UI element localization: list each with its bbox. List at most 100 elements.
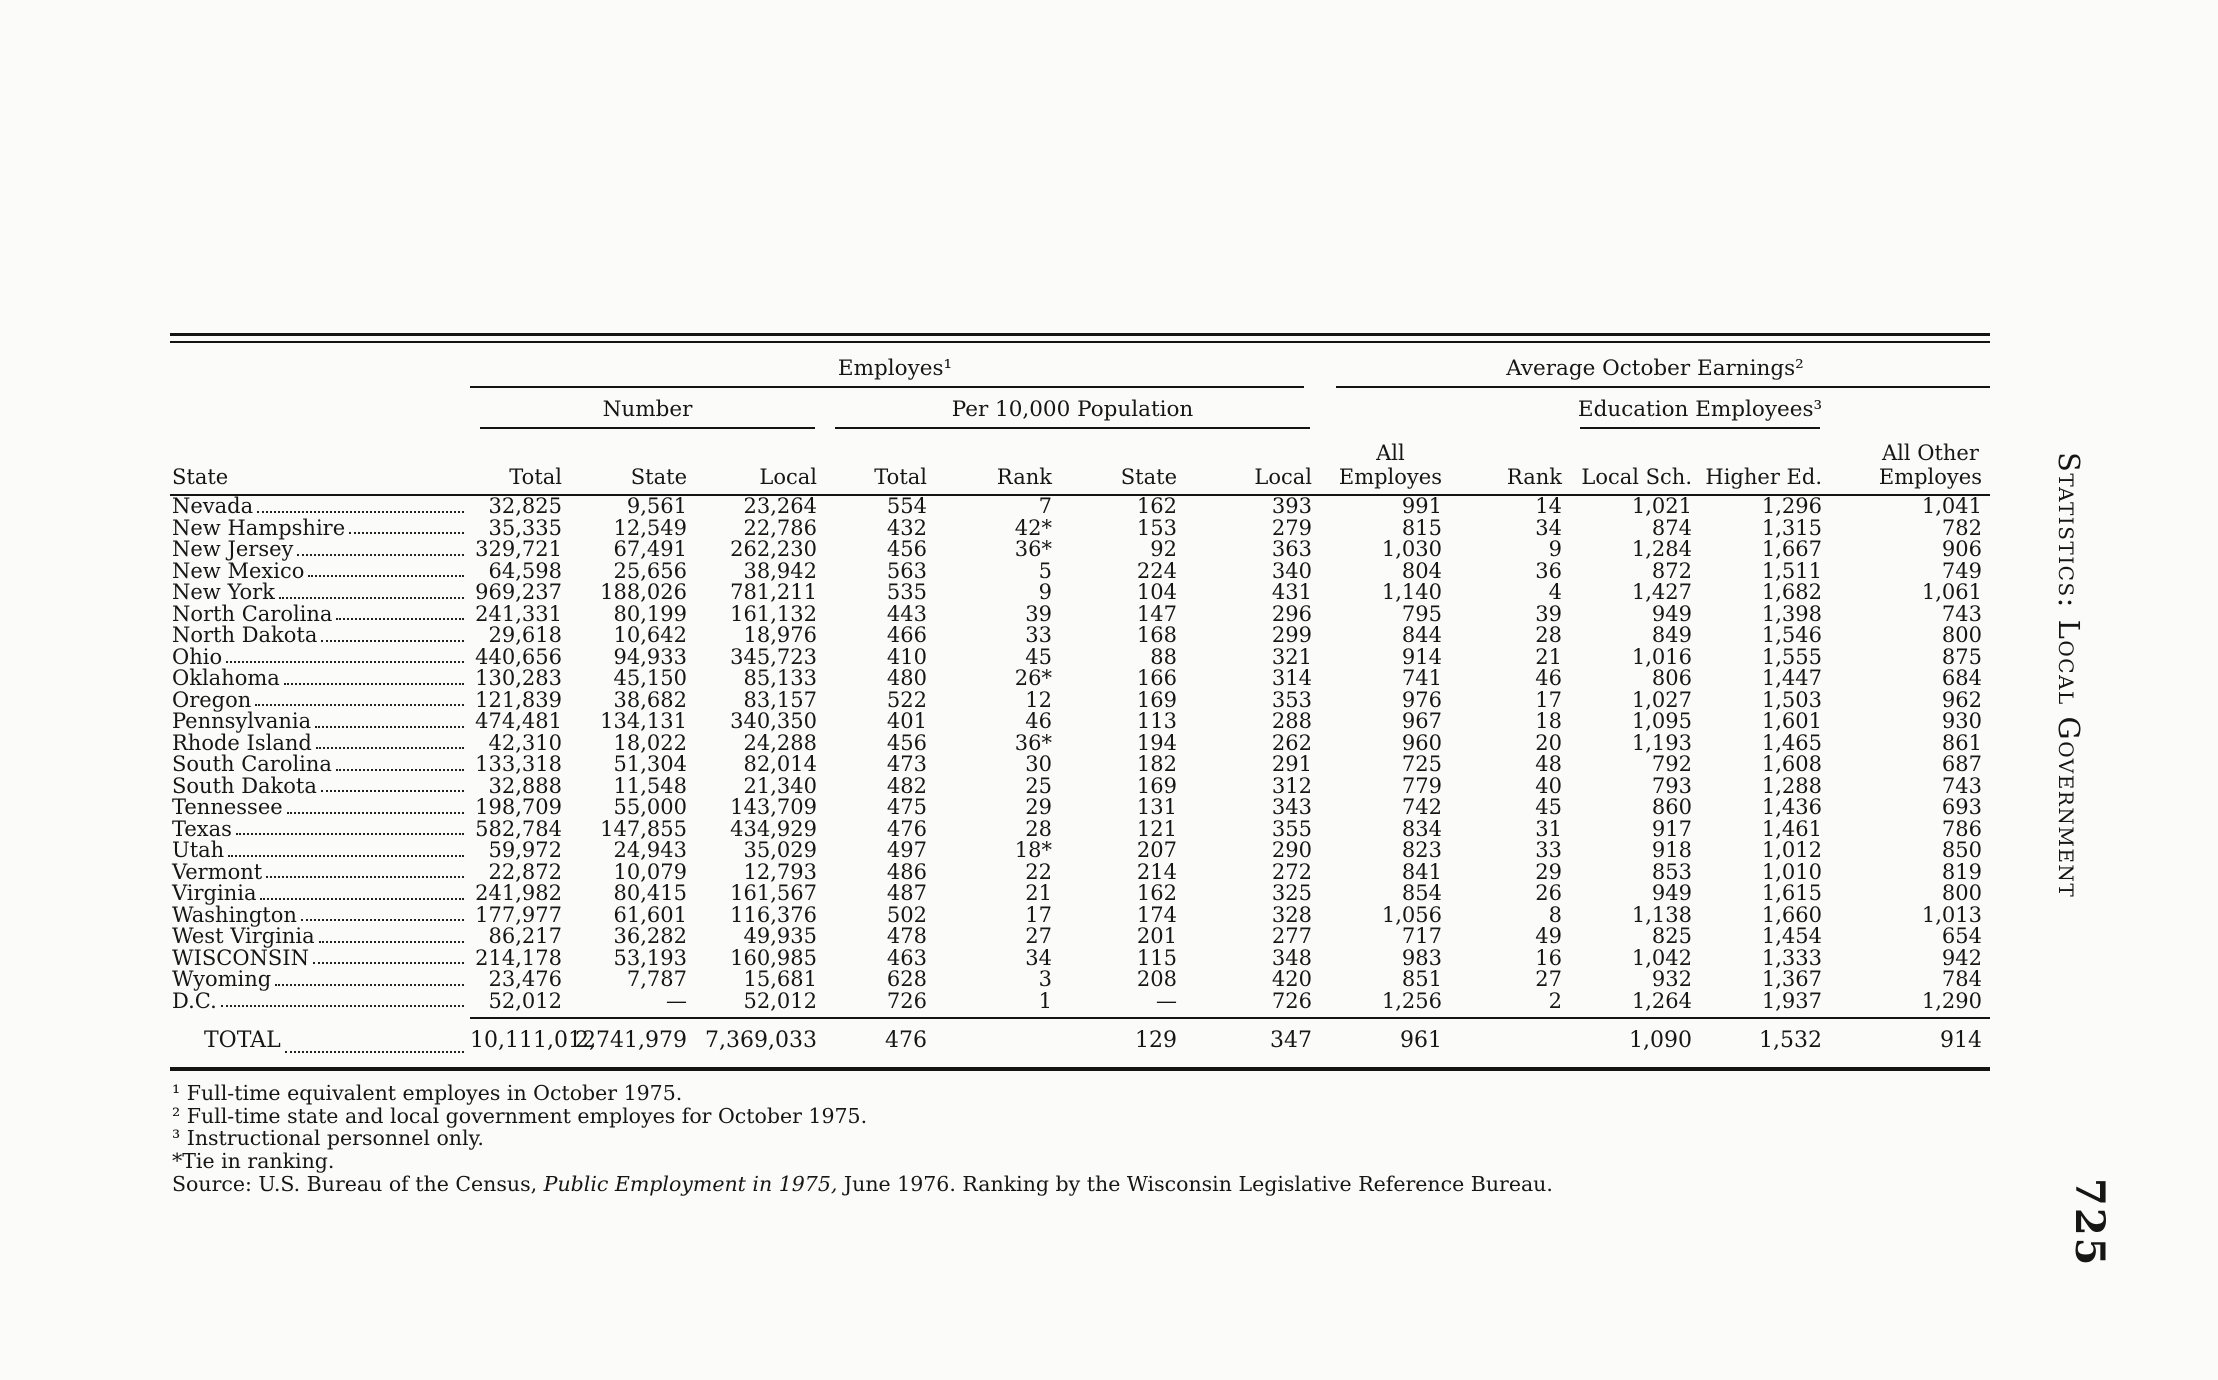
value-cell: 143,709 [730,795,817,819]
value-cell: 121 [1136,816,1177,841]
value-cell: 27 [1535,967,1562,991]
value-cell: 480 [886,666,927,690]
dot-leader [349,532,464,534]
value-cell: 353 [1271,687,1312,712]
value-cell: 241,982 [475,881,562,905]
col-pop-rank: Rank [935,429,1060,496]
dot-leader [235,833,464,835]
value-cell: 52,012 [488,988,562,1013]
state-cell: New Hampshire [170,517,470,540]
value-cell: 42* [1014,515,1052,540]
value-cell: 969,237 [475,580,562,604]
value-cell: 1,140 [1381,580,1442,604]
value-cell: 14 [1535,494,1562,518]
subgroup-education: Education Employees³ [1577,397,1823,422]
value-cell: 742 [1401,795,1442,819]
value-cell: 684 [1941,666,1982,690]
value-cell: 1,012 [1761,838,1822,862]
value-cell: 32,825 [488,494,562,518]
value-cell: 325 [1271,881,1312,905]
value-cell: 45,150 [613,666,687,690]
value-cell: 16 [1535,945,1562,970]
value-cell: 25 [1025,773,1052,798]
value-cell: 182 [1136,752,1177,776]
value-cell: 15,681 [743,967,817,991]
state-cell: WISCONSIN [170,947,470,970]
dot-leader [335,768,464,771]
value-cell: 815 [1401,515,1442,540]
col-local-sch: Local Sch. [1570,429,1700,496]
col-all-other: All Other Employes [1830,429,1990,496]
value-cell: 854 [1401,881,1442,905]
population-subgroup-rule [835,427,1310,429]
value-cell: 46 [1025,709,1052,733]
value-cell: 34 [1535,515,1562,540]
value-cell: 1,546 [1761,623,1822,647]
state-cell: North Carolina [170,603,470,626]
value-cell: 849 [1651,623,1692,647]
value-cell: 92 [1150,537,1177,561]
table-row: South Carolina 133,318 51,304 82,014 473 30 18… [170,752,1990,776]
value-cell: 482 [886,773,927,798]
value-cell: 30 [1025,752,1052,776]
value-cell: 1,937 [1761,988,1822,1013]
value-cell: 781,211 [730,580,817,604]
value-cell: 224 [1136,558,1177,583]
value-cell: 476 [886,816,927,841]
value-cell: 860 [1651,795,1692,819]
value-cell: 116,376 [730,902,817,927]
value-cell: 443 [886,601,927,626]
value-cell: 115 [1136,945,1177,970]
value-cell: 741 [1401,666,1442,690]
value-cell: 11,548 [613,773,687,798]
value-cell: 466 [886,623,927,647]
value-cell: 35,029 [743,838,817,862]
value-cell: 1,615 [1761,881,1822,905]
value-cell: 166 [1136,666,1177,690]
value-cell: 32,888 [488,773,562,798]
dot-leader [284,1051,464,1053]
value-cell: 29,618 [488,623,562,647]
value-cell: 1,010 [1761,859,1822,884]
value-cell: 161,132 [730,601,817,626]
footnotes: ¹ Full-time equivalent employes in Octob… [172,1082,1553,1196]
value-cell: 80,199 [613,601,687,626]
value-cell: 52,012 [743,988,817,1013]
value-cell: 476 [885,1028,927,1053]
state-cell: South Carolina [170,753,470,776]
value-cell: 804 [1401,558,1442,583]
value-cell: 473 [886,752,927,776]
value-cell: 393 [1271,494,1312,518]
table-row: Washington 177,977 61,601 116,376 502 17 174 32… [170,902,1990,927]
value-cell: 262,230 [730,537,817,561]
col-earnings-rank: Rank [1450,429,1570,496]
value-cell: 262 [1271,730,1312,755]
value-cell: 345,723 [730,644,817,669]
subgroup-number: Number [602,397,693,422]
value-cell: 726 [886,988,927,1013]
value-cell: 554 [886,494,927,518]
value-cell: 1,138 [1631,902,1692,927]
value-cell: 134,131 [600,709,687,733]
value-cell: 36 [1535,558,1562,583]
table-row: Nevada 32,825 9,561 23,264 554 7 162 393 991 14 1,… [170,495,1990,518]
table-row: New Hampshire 35,335 12,549 22,786 432 42* 153… [170,515,1990,540]
value-cell: 793 [1651,773,1692,798]
value-cell: 431 [1271,580,1312,604]
value-cell: 22 [1025,859,1052,884]
value-cell: 36,282 [613,924,687,948]
value-cell: 440,656 [475,644,562,669]
value-cell: 1,608 [1761,752,1822,776]
value-cell: 21 [1535,644,1562,669]
value-cell: 456 [886,537,927,561]
dot-leader [286,811,464,814]
state-cell: Virginia [170,882,470,905]
table-row: Texas 582,784 147,855 434,929 476 28 121 355 834… [170,816,1990,841]
value-cell: 819 [1941,859,1982,884]
value-cell: 841 [1401,859,1442,884]
margin-section-title: Statistics: Local Government [2052,452,2086,899]
table-row: New Mexico 64,598 25,656 38,942 563 5 224 340 80… [170,558,1990,583]
value-cell: 1,041 [1921,494,1982,518]
value-cell: 5 [1038,558,1052,583]
value-cell: 64,598 [488,558,562,583]
